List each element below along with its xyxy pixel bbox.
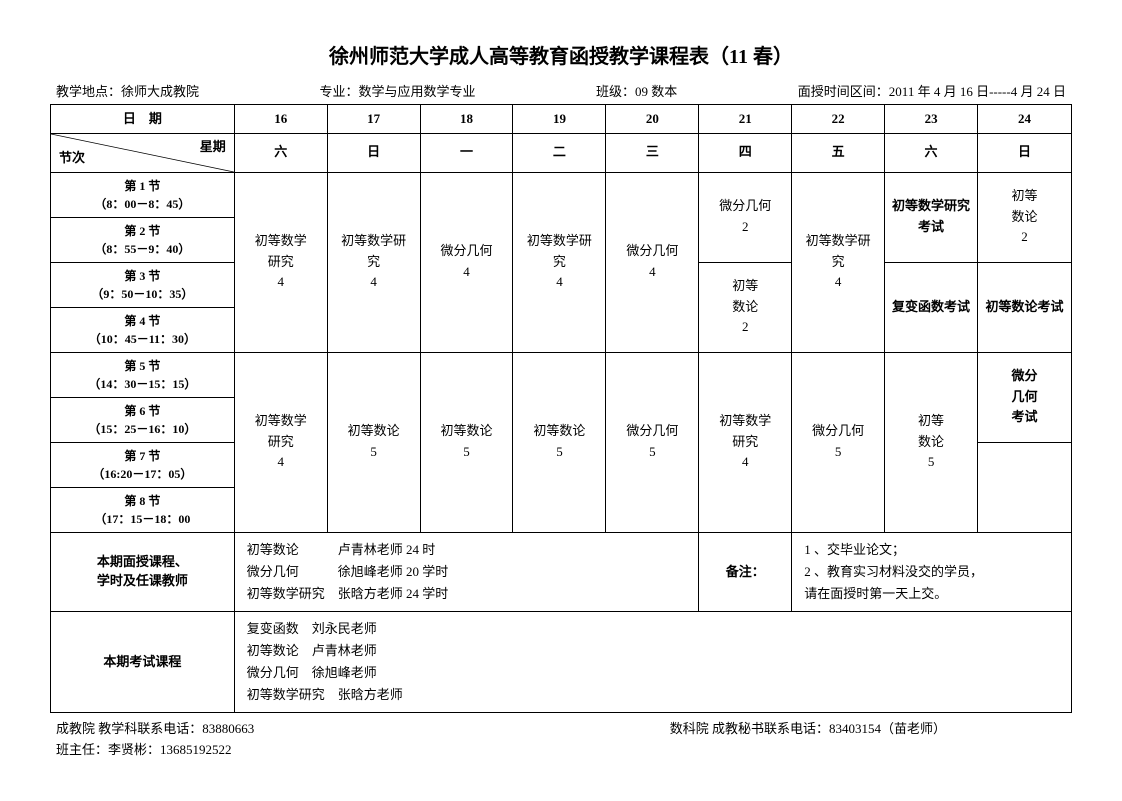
period-label: 第 2 节（8：55－9：40） [51, 217, 235, 262]
date-cell: 24 [978, 105, 1072, 134]
meta-time: 面授时间区间：2011 年 4 月 16 日-----4 月 24 日 [798, 81, 1066, 100]
course-cell: 初等数学研究考试 [885, 172, 978, 262]
schedule-table: 日 期 16 17 18 19 20 21 22 23 24 星期 节次 六 日… [50, 104, 1072, 713]
course-cell: 初等数学研究4 [234, 352, 327, 532]
course-cell: 初等数学研究4 [234, 172, 327, 352]
date-cell: 18 [420, 105, 513, 134]
course-cell: 初等数论5 [885, 352, 978, 532]
course-cell: 初等数学研究4 [792, 172, 885, 352]
info1-text: 初等数论 卢青林老师 24 时微分几何 徐旭峰老师 20 学时初等数学研究 张晗… [234, 532, 699, 611]
date-cell: 19 [513, 105, 606, 134]
diagonal-header: 星期 节次 [51, 133, 235, 172]
table-row: 本期面授课程、学时及任课教师 初等数论 卢青林老师 24 时微分几何 徐旭峰老师… [51, 532, 1072, 611]
info1-note-label: 备注： [699, 532, 792, 611]
course-cell: 微分几何4 [420, 172, 513, 352]
date-cell: 20 [606, 105, 699, 134]
course-cell: 初等数论考试 [978, 262, 1072, 352]
course-cell: 微分几何4 [606, 172, 699, 352]
course-cell: 初等数学研究4 [699, 352, 792, 532]
weekday-cell: 六 [885, 133, 978, 172]
meta-location: 教学地点：徐师大成教院 [56, 81, 199, 100]
course-cell: 微分几何5 [792, 352, 885, 532]
course-cell: 初等数论2 [699, 262, 792, 352]
course-cell: 复变函数考试 [885, 262, 978, 352]
course-cell: 初等数论5 [420, 352, 513, 532]
diag-top-label: 星期 [200, 138, 226, 156]
footer-left1: 成教院 教学科联系电话：83880663 [56, 719, 254, 740]
info2-label: 本期考试课程 [51, 611, 235, 712]
period-label: 第 1 节（8：00－8：45） [51, 172, 235, 217]
course-cell: 初等数论2 [978, 172, 1072, 262]
meta-major: 专业：数学与应用数学专业 [320, 81, 476, 100]
weekday-cell: 五 [792, 133, 885, 172]
weekday-cell: 一 [420, 133, 513, 172]
weekday-cell: 日 [978, 133, 1072, 172]
weekday-cell: 日 [327, 133, 420, 172]
date-cell: 16 [234, 105, 327, 134]
course-cell: 初等数论5 [327, 352, 420, 532]
table-row: 本期考试课程 复变函数 刘永民老师初等数论 卢青林老师微分几何 徐旭峰老师初等数… [51, 611, 1072, 712]
weekday-cell: 三 [606, 133, 699, 172]
period-label: 第 7 节（16:20－17：05） [51, 442, 235, 487]
course-cell [978, 442, 1072, 532]
page-title: 徐州师范大学成人高等教育函授教学课程表（11 春） [50, 40, 1072, 69]
course-cell: 微分几何5 [606, 352, 699, 532]
date-cell: 21 [699, 105, 792, 134]
info1-note-text: 1 、交毕业论文；2 、教育实习材料没交的学员，请在面授时第一天上交。 [792, 532, 1072, 611]
period-label: 第 4 节（10：45－11：30） [51, 307, 235, 352]
info2-text: 复变函数 刘永民老师初等数论 卢青林老师微分几何 徐旭峰老师初等数学研究 张晗方… [234, 611, 1071, 712]
weekday-cell: 四 [699, 133, 792, 172]
table-row: 星期 节次 六 日 一 二 三 四 五 六 日 [51, 133, 1072, 172]
header-date: 日 期 [51, 105, 235, 134]
period-label: 第 3 节（9：50－10：35） [51, 262, 235, 307]
weekday-cell: 六 [234, 133, 327, 172]
weekday-cell: 二 [513, 133, 606, 172]
meta-row: 教学地点：徐师大成教院 专业：数学与应用数学专业 班级：09 数本 面授时间区间… [50, 81, 1072, 100]
date-cell: 17 [327, 105, 420, 134]
footer: 成教院 教学科联系电话：83880663 数科院 成教秘书联系电话：834031… [50, 719, 1072, 761]
course-cell: 初等数学研究4 [327, 172, 420, 352]
period-label: 第 5 节（14：30－15：15） [51, 352, 235, 397]
diag-bottom-label: 节次 [59, 149, 85, 167]
date-cell: 23 [885, 105, 978, 134]
table-row: 第 5 节（14：30－15：15） 初等数学研究4 初等数论5 初等数论5 初… [51, 352, 1072, 397]
table-row: 第 1 节（8：00－8：45） 初等数学研究4 初等数学研究4 微分几何4 初… [51, 172, 1072, 217]
period-label: 第 6 节（15：25－16：10） [51, 397, 235, 442]
footer-right1: 数科院 成教秘书联系电话：83403154（苗老师） [670, 719, 946, 740]
period-label: 第 8 节（17：15－18：00 [51, 487, 235, 532]
date-cell: 22 [792, 105, 885, 134]
info1-label: 本期面授课程、学时及任课教师 [51, 532, 235, 611]
table-row: 日 期 16 17 18 19 20 21 22 23 24 [51, 105, 1072, 134]
course-cell: 初等数论5 [513, 352, 606, 532]
course-cell: 微分几何考试 [978, 352, 1072, 442]
course-cell: 微分几何2 [699, 172, 792, 262]
meta-class: 班级：09 数本 [596, 81, 677, 100]
course-cell: 初等数学研究4 [513, 172, 606, 352]
footer-left2: 班主任：李贤彬：13685192522 [56, 740, 1066, 761]
